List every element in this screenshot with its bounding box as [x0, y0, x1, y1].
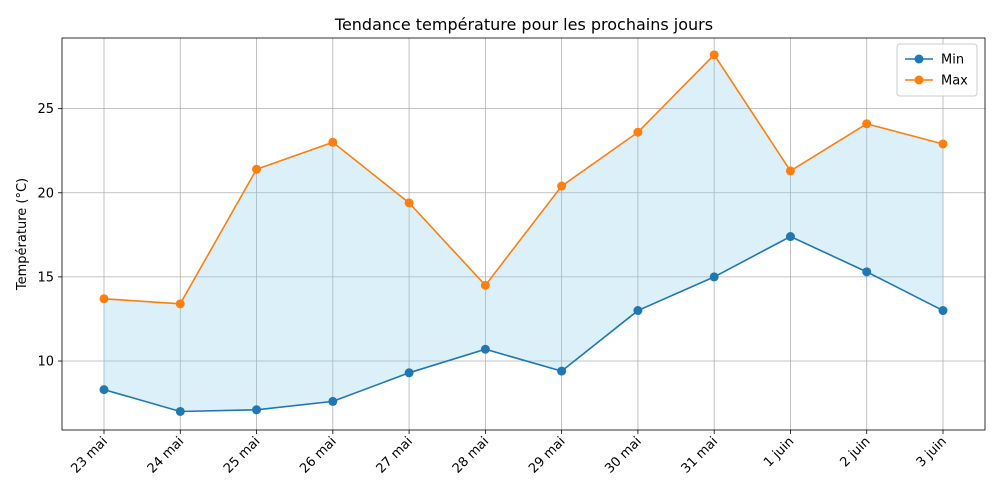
- data-point-max: [175, 299, 185, 309]
- y-tick-label: 25: [37, 102, 54, 117]
- fill-layer: [104, 54, 943, 412]
- data-point-max: [709, 50, 719, 60]
- data-point-min: [252, 405, 262, 415]
- fill-between-area: [104, 54, 943, 412]
- data-point-min: [938, 306, 948, 316]
- legend-marker-max: [914, 75, 924, 85]
- data-point-min: [404, 368, 414, 378]
- x-tick-label: 31 mai: [679, 434, 721, 476]
- data-point-max: [862, 119, 872, 129]
- data-point-max: [557, 181, 567, 191]
- series-line-max: [103, 53, 944, 305]
- data-point-min: [480, 344, 490, 354]
- data-point-min: [709, 272, 719, 282]
- legend-label-max: Max: [941, 74, 968, 89]
- data-point-max: [633, 127, 643, 137]
- data-point-min: [557, 366, 567, 376]
- y-axis-label: Température (°C): [15, 178, 30, 291]
- x-tick-label: 25 mai: [221, 434, 263, 476]
- x-tick-label: 1 juin: [761, 434, 797, 470]
- data-point-max: [938, 139, 948, 149]
- data-point-min: [785, 232, 795, 242]
- x-tick-label: 27 mai: [374, 434, 416, 476]
- data-point-max: [404, 198, 414, 208]
- x-tick-label: 2 juin: [837, 434, 873, 470]
- data-point-min: [862, 267, 872, 277]
- x-tick-label: 29 mai: [526, 434, 568, 476]
- x-tick-label: 26 mai: [297, 434, 339, 476]
- x-tick-label: 28 mai: [450, 434, 492, 476]
- x-tick-label: 30 mai: [602, 434, 644, 476]
- x-tick-label: 23 mai: [68, 434, 110, 476]
- y-tick-label: 10: [37, 355, 54, 370]
- y-tick-label: 20: [37, 186, 54, 201]
- data-point-max: [785, 166, 795, 176]
- legend-label-min: Min: [941, 53, 964, 68]
- data-point-min: [633, 306, 643, 316]
- data-point-min: [99, 385, 109, 395]
- plot-frame: [61, 37, 986, 431]
- data-point-max: [480, 280, 490, 290]
- y-tick-label: 15: [37, 270, 54, 285]
- legend: Min Max: [896, 43, 978, 97]
- series-line-min: [103, 235, 944, 413]
- x-tick-label: 24 mai: [145, 434, 187, 476]
- data-point-min: [328, 396, 338, 406]
- grid-layer: [62, 38, 985, 430]
- data-point-max: [252, 164, 262, 174]
- series-layer: [99, 50, 948, 416]
- chart-title: Tendance température pour les prochains …: [334, 15, 713, 34]
- data-point-max: [99, 294, 109, 304]
- legend-marker-min: [914, 54, 924, 64]
- x-tick-label: 3 juin: [914, 434, 950, 470]
- data-point-min: [175, 406, 185, 416]
- data-point-max: [328, 137, 338, 147]
